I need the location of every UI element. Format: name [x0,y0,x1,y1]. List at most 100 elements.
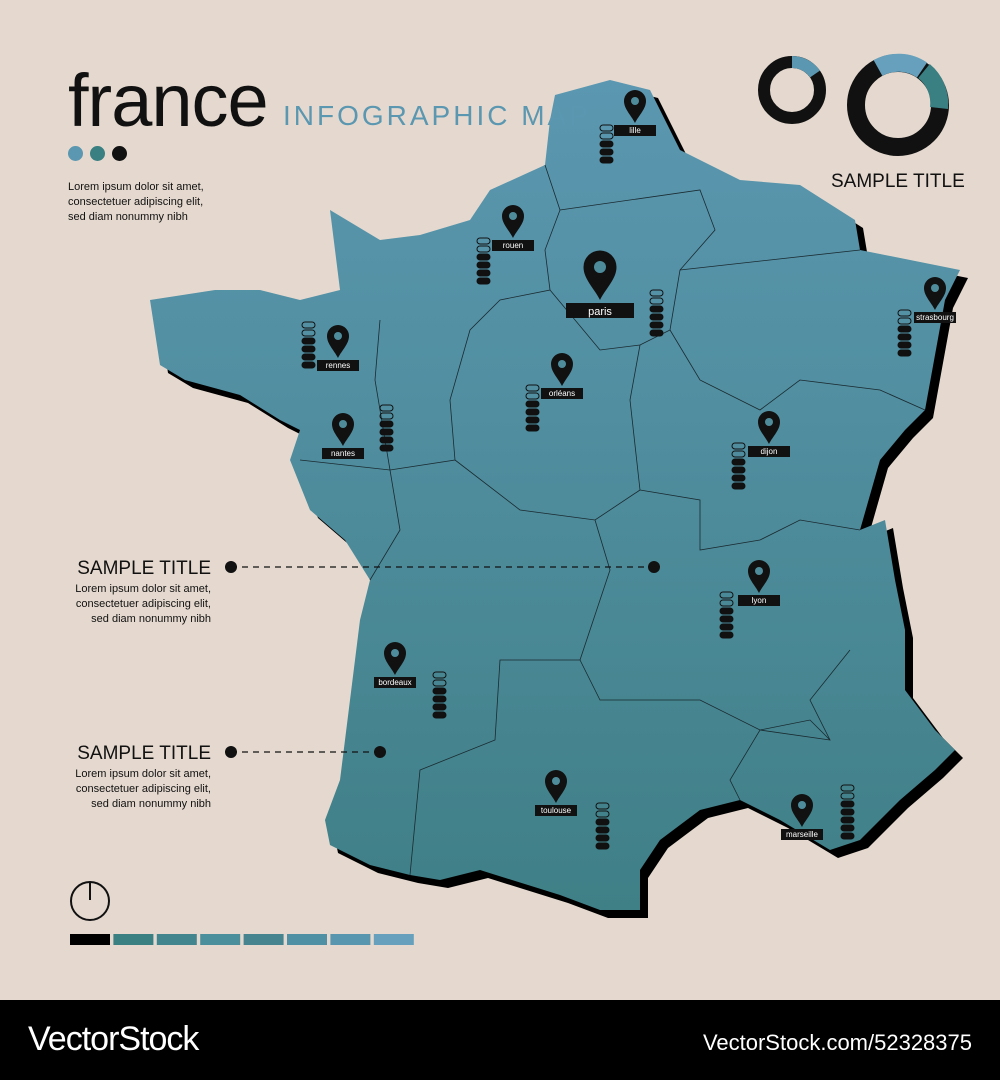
city-marker-nantes[interactable]: nantes [322,404,394,459]
city-marker-rouen[interactable]: rouen [476,205,534,285]
stat-bar [379,428,394,436]
city-label-bg [566,303,634,318]
stat-bar [897,333,912,341]
pin-hole [509,212,517,220]
stat-bar [301,329,316,337]
page-title: france [68,59,269,142]
stat-bar [595,842,610,850]
city-marker-bordeaux[interactable]: bordeaux [374,642,447,719]
region-borders [299,164,926,876]
callout-title: SAMPLE TITLE [77,558,211,579]
city-label: paris [588,306,612,318]
stat-bar [595,834,610,842]
callout-dot [225,561,237,573]
intro-text: Lorem ipsum dolor sit amet, consectetuer… [68,180,238,225]
stat-bar [599,124,614,132]
stat-bar [525,408,540,416]
city-label: nantes [331,449,355,458]
pin-hole [755,567,763,575]
stat-bar [432,679,447,687]
pin-hole [631,97,639,105]
pin-hole [552,777,560,785]
city-label-bg [374,677,416,688]
page-subtitle: INFOGRAPHIC MAP [283,100,591,131]
text-line: consectetuer adipiscing elit, [75,783,211,795]
stat-bar [525,400,540,408]
stat-bar [432,703,447,711]
footer-bar: VectorStock VectorStock.com/52328375 [0,1000,1000,1080]
map-pin-icon [551,353,573,386]
city-marker-paris[interactable]: paris [566,250,664,337]
city-marker-toulouse[interactable]: toulouse [535,770,610,850]
stat-bar [719,599,734,607]
france-map: lille rouen paris strasbourg rennes orléans na… [70,53,968,945]
city-marker-rennes[interactable]: rennes [301,321,359,371]
stat-bar [476,261,491,269]
stat-bar [731,466,746,474]
stat-bar [476,253,491,261]
stat-bar [897,309,912,317]
text-line: consectetuer adipiscing elit, [68,196,204,208]
city-marker-lille[interactable]: lille [599,90,656,164]
scale-swatch [373,934,414,945]
city-label: dijon [761,447,778,456]
stat-bar [599,156,614,164]
city-marker-strasbourg[interactable]: strasbourg [897,277,956,357]
stat-bar [599,148,614,156]
map-pin-icon [748,560,770,593]
city-marker-marseille[interactable]: marseille [781,784,855,840]
map-pin-icon [332,413,354,446]
text-line: sed diam nonummy nibh [91,613,211,625]
stat-bar [379,420,394,428]
stat-bar [840,832,855,840]
clock-icon [70,881,110,921]
text-line: Lorem ipsum dolor sit amet, [68,181,204,193]
stat-bar [379,444,394,452]
text-line: sed diam nonummy nibh [68,211,188,223]
stat-bar [595,818,610,826]
stat-bar [731,442,746,450]
stat-bar [840,808,855,816]
callout-dot [225,746,237,758]
stat-bar [476,269,491,277]
stat-bar [649,313,664,321]
city-label: rennes [326,361,350,370]
stat-bar [731,450,746,458]
stat-bar [840,824,855,832]
callout-dot [374,746,386,758]
city-label-bg [492,240,534,251]
top-right-title: SAMPLE TITLE [831,171,965,192]
scale-swatch [113,934,154,945]
stat-bar [476,277,491,285]
pin-hole [339,420,347,428]
map-pin-icon [758,411,780,444]
stat-bar [432,711,447,719]
stat-bar [840,784,855,792]
stat-bar [649,321,664,329]
palette-dot [112,146,127,161]
city-label: orléans [549,389,575,398]
scale-swatch [243,934,284,945]
stat-bar [719,615,734,623]
callout-title: SAMPLE TITLE [77,743,211,764]
callout-2: SAMPLE TITLE Lorem ipsum dolor sit amet,… [11,743,211,812]
stat-bar [840,792,855,800]
small-donut-chart [758,55,826,124]
stat-bar [525,416,540,424]
city-marker-lyon[interactable]: lyon [719,560,780,639]
map-pin-icon [545,770,567,803]
palette-dot [90,146,105,161]
city-label: rouen [503,241,523,250]
map-pin-icon [327,325,349,358]
stat-bar [649,297,664,305]
stat-bar [897,325,912,333]
city-marker-dijon[interactable]: dijon [731,411,790,490]
stat-bar [432,695,447,703]
stat-bar [379,436,394,444]
city-label: lille [629,126,641,135]
stat-bar [301,361,316,369]
stat-bar [599,132,614,140]
city-marker-orléans[interactable]: orléans [525,353,583,432]
map-pin-icon [583,250,617,300]
color-scale [70,934,414,945]
